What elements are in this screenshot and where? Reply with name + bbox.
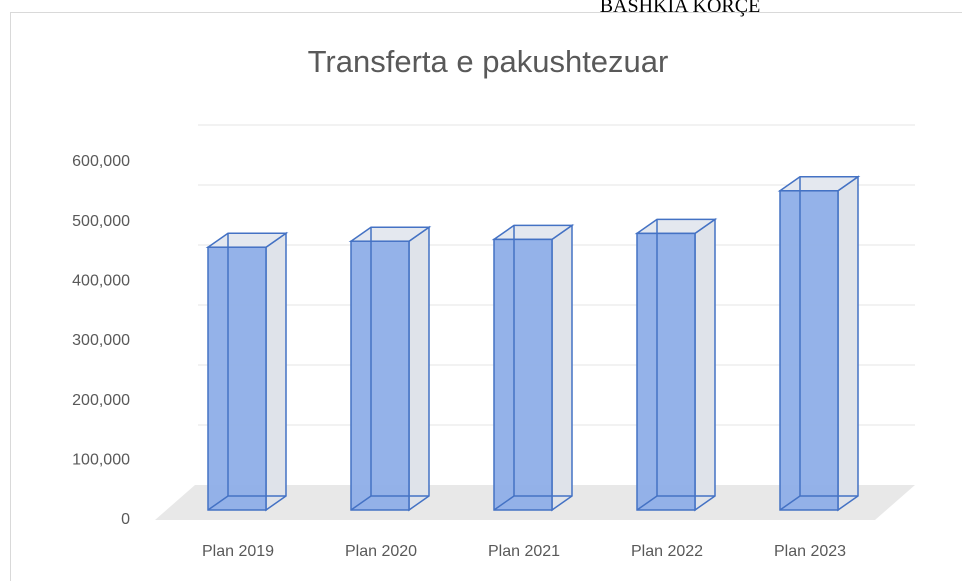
y-tick-label: 300,000 (72, 332, 130, 349)
bar (636, 232, 696, 511)
page-header: BASHKIA KORÇE (600, 0, 761, 17)
x-tick-label: Plan 2022 (631, 543, 703, 560)
bar (493, 238, 553, 511)
x-tick-label: Plan 2021 (488, 543, 560, 560)
bar-side (837, 175, 859, 512)
y-tick-label: 400,000 (72, 273, 130, 290)
x-tick-label: Plan 2023 (774, 543, 846, 560)
bar (350, 240, 410, 511)
bar-side (694, 217, 716, 512)
y-tick-label: 100,000 (72, 452, 130, 469)
bar-side (408, 225, 430, 512)
y-tick-label: 500,000 (72, 213, 130, 230)
x-tick-label: Plan 2019 (202, 543, 274, 560)
chart-title: Transferta e pakushtezuar (308, 44, 669, 79)
bar-side (265, 231, 287, 512)
bar-side (551, 223, 573, 512)
y-tick-label: 600,000 (72, 153, 130, 170)
y-tick-label: 200,000 (72, 392, 130, 409)
x-tick-label: Plan 2020 (345, 543, 417, 560)
y-tick-label: 0 (121, 511, 130, 528)
bar (207, 246, 267, 511)
bar (779, 190, 839, 511)
chart-border (10, 12, 962, 581)
